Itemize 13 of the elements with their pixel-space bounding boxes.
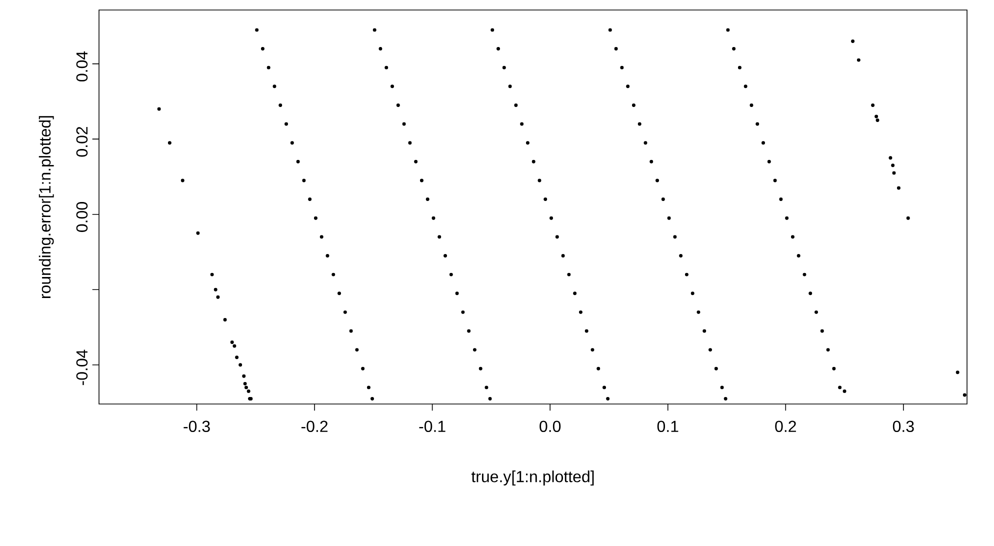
y-tick-label: 0.04 (76, 51, 88, 82)
x-tick-label: 0.3 (892, 420, 914, 432)
x-tick-label: 0.1 (657, 420, 678, 432)
x-tick-label: -0.1 (419, 420, 446, 432)
y-tick-label: -0.04 (76, 350, 88, 386)
x-tick-label: -0.2 (301, 420, 328, 432)
y-tick-label: 0.02 (76, 126, 88, 157)
x-axis-title: true.y[1:n.plotted] (471, 470, 594, 486)
x-tick-label: -0.3 (184, 420, 210, 432)
x-tick-label: 0.2 (775, 420, 796, 432)
y-tick-label: 0.00 (76, 202, 88, 232)
y-axis-title: rounding.error[1:n.plotted] (38, 116, 54, 298)
x-tick-label: 0.0 (540, 420, 561, 432)
